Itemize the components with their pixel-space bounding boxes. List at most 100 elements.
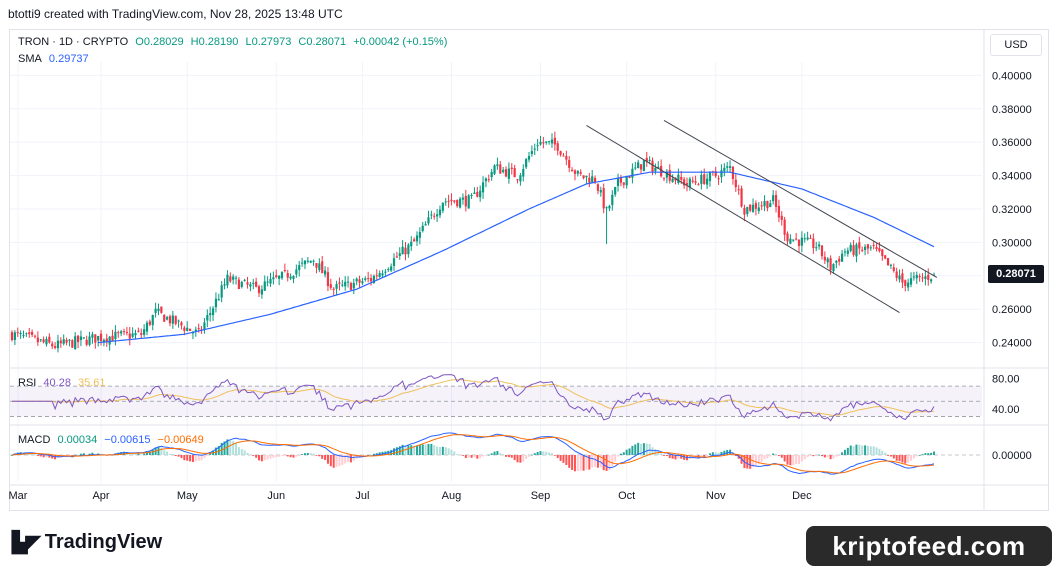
candle — [375, 269, 378, 281]
macd-histogram-bar — [714, 452, 717, 455]
candle-body — [444, 201, 447, 203]
time-tick-label: Sep — [531, 490, 551, 502]
candle — [148, 319, 151, 327]
candle-body — [220, 285, 223, 298]
macd-histogram-bar — [654, 449, 657, 455]
candle — [404, 241, 407, 261]
candle-body — [484, 178, 488, 182]
tradingview-logo[interactable]: ▙◤ TradingView — [12, 530, 162, 555]
candle-body — [364, 278, 367, 280]
macd-histogram-bar — [887, 455, 890, 456]
candle-body — [407, 244, 410, 255]
macd-pane: 0.00000 — [10, 432, 1032, 475]
macd-histogram-bar — [364, 455, 367, 456]
macd-histogram-bar — [413, 445, 416, 455]
macd-histogram-bar — [194, 455, 197, 462]
candle — [519, 172, 522, 186]
candle — [467, 194, 470, 209]
candle-body — [203, 322, 206, 330]
candle — [826, 257, 829, 268]
time-tick-label: Jun — [267, 490, 285, 502]
candle-body — [85, 339, 88, 345]
candle-body — [82, 337, 85, 339]
macd-histogram-bar — [852, 446, 855, 455]
macd-histogram-bar — [846, 447, 849, 455]
candle-body — [907, 282, 910, 288]
macd-histogram-bar — [895, 455, 898, 461]
candle — [654, 163, 657, 175]
macd-histogram-bar — [855, 444, 858, 455]
candle-body — [88, 336, 91, 345]
candle — [384, 268, 387, 276]
candle — [881, 248, 884, 261]
candle — [711, 170, 714, 176]
candle-body — [217, 299, 220, 301]
candle-body — [441, 202, 444, 211]
candle — [278, 275, 281, 286]
candle — [28, 327, 31, 338]
macd-histogram-bar — [507, 455, 510, 458]
candle — [433, 212, 436, 220]
macd-histogram-bar — [410, 445, 413, 455]
macd-histogram-bar — [717, 453, 720, 455]
candle — [312, 259, 315, 266]
candle-body — [792, 239, 795, 241]
macd-histogram-bar — [456, 454, 459, 455]
macd-histogram-bar — [77, 454, 80, 456]
candle-body — [889, 264, 893, 266]
macd-histogram-bar — [734, 455, 737, 457]
candle — [275, 269, 278, 279]
candle — [79, 330, 83, 347]
candle-body — [79, 336, 83, 341]
candle — [832, 263, 835, 274]
candle-body — [117, 332, 120, 334]
macd-tick-label: 0.00000 — [992, 450, 1032, 462]
candle — [602, 183, 605, 214]
symbol-label[interactable]: TRON · 1D · CRYPTO — [18, 36, 129, 48]
candle — [19, 330, 22, 339]
candle-body — [797, 239, 801, 246]
candle — [852, 240, 855, 257]
macd-histogram-bar — [418, 445, 421, 455]
candle — [720, 164, 723, 183]
candle — [255, 277, 258, 288]
candle-body — [143, 329, 146, 335]
price-tick-label: 0.36000 — [992, 137, 1032, 149]
rsi-label[interactable]: RSI — [18, 377, 37, 389]
candle-body — [726, 166, 729, 168]
candle-body — [568, 159, 571, 168]
candle — [344, 276, 347, 291]
currency-button[interactable]: USD — [990, 34, 1042, 56]
macd-histogram-bar — [395, 447, 398, 455]
candle — [292, 275, 295, 284]
candle-body — [415, 235, 419, 242]
candle — [927, 268, 930, 286]
macd-histogram-bar — [42, 455, 45, 458]
macd-histogram-bar — [11, 455, 13, 456]
candle-body — [608, 205, 611, 209]
macd-histogram-bar — [487, 454, 490, 456]
candle-body — [197, 328, 200, 330]
candle-body — [539, 141, 542, 145]
candle-body — [177, 320, 180, 322]
price-tick-label: 0.34000 — [992, 171, 1032, 183]
candle — [220, 281, 223, 303]
candle-body — [346, 281, 350, 283]
candle-body — [16, 332, 19, 334]
macd-label[interactable]: MACD — [18, 434, 51, 446]
candle — [823, 251, 826, 265]
candle — [154, 302, 157, 318]
macd-histogram-bar — [711, 452, 714, 455]
price-tick-label: 0.40000 — [992, 70, 1032, 82]
candle — [461, 193, 465, 205]
candle — [740, 185, 743, 208]
candle-body — [527, 155, 531, 160]
candle — [234, 275, 238, 285]
candle — [668, 164, 671, 184]
sma-label[interactable]: SMA — [18, 53, 42, 65]
candle — [358, 275, 361, 288]
candle — [246, 276, 249, 289]
macd-histogram-bar — [542, 451, 545, 455]
macd-histogram-bar — [82, 453, 85, 455]
candle-body — [760, 205, 763, 207]
